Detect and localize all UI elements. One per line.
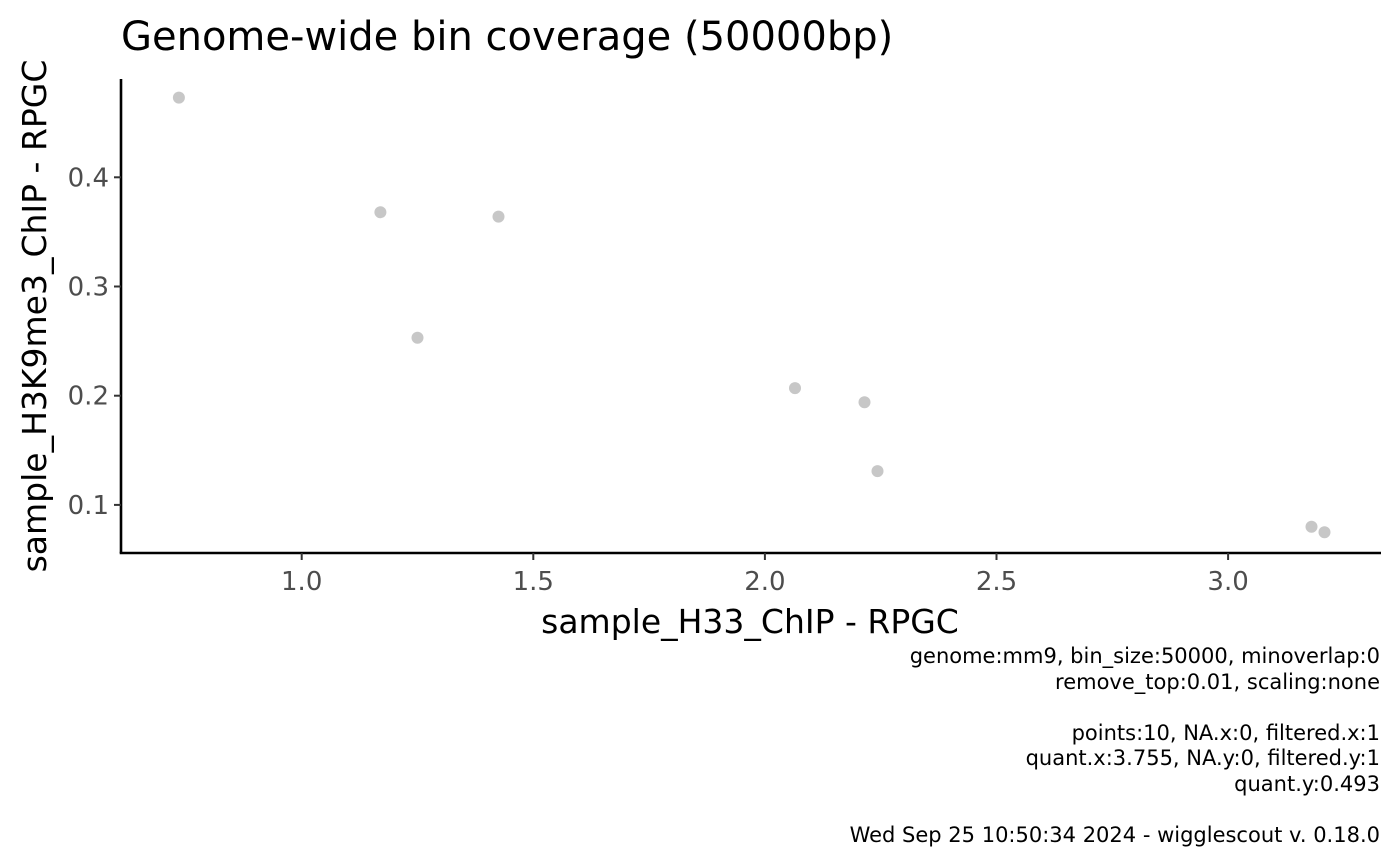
caption-line: points:10, NA.x:0, filtered.x:1 [1071, 720, 1380, 745]
x-tick-label: 1.5 [513, 567, 554, 597]
x-tick-label: 3.0 [1207, 567, 1248, 597]
data-point [789, 382, 801, 395]
caption-line: quant.y:0.493 [1234, 771, 1380, 796]
y-axis-title: sample_H3K9me3_ChIP - RPGC [15, 60, 54, 573]
y-tick-label: 0.2 [68, 382, 109, 412]
x-tick-label: 1.0 [281, 567, 322, 597]
data-point [858, 396, 871, 409]
caption-line [850, 695, 1380, 721]
data-point [1318, 526, 1331, 539]
y-tick-label: 0.4 [68, 163, 109, 193]
x-tick-label: 2.0 [744, 567, 785, 597]
y-tick-label: 0.3 [68, 273, 109, 303]
x-axis-title: sample_H33_ChIP - RPGC [541, 602, 959, 641]
x-tick-label: 2.5 [976, 567, 1017, 597]
plot-caption: genome:mm9, bin_size:50000, minoverlap:0… [850, 644, 1380, 848]
points-layer [172, 91, 1331, 539]
data-point [172, 91, 185, 104]
data-point [411, 331, 424, 344]
caption-line: Wed Sep 25 10:50:34 2024 - wigglescout v… [849, 822, 1380, 847]
data-point [374, 206, 387, 219]
caption-line: quant.x:3.755, NA.y:0, filtered.y:1 [1025, 746, 1380, 770]
data-point [1305, 520, 1318, 533]
data-point [492, 210, 505, 223]
caption-line: remove_top:0.01, scaling:none [1055, 669, 1380, 694]
caption-line: genome:mm9, bin_size:50000, minoverlap:0 [909, 644, 1380, 668]
chart-title: Genome-wide bin coverage (50000bp) [121, 14, 893, 60]
data-point [871, 465, 884, 478]
y-tick-label: 0.1 [68, 491, 109, 521]
caption-line [850, 797, 1380, 823]
y-ticks-layer: 0.1 0.2 0.3 0.4 [68, 163, 121, 521]
x-ticks-layer: 1.0 1.5 2.0 2.5 3.0 [281, 553, 1249, 597]
